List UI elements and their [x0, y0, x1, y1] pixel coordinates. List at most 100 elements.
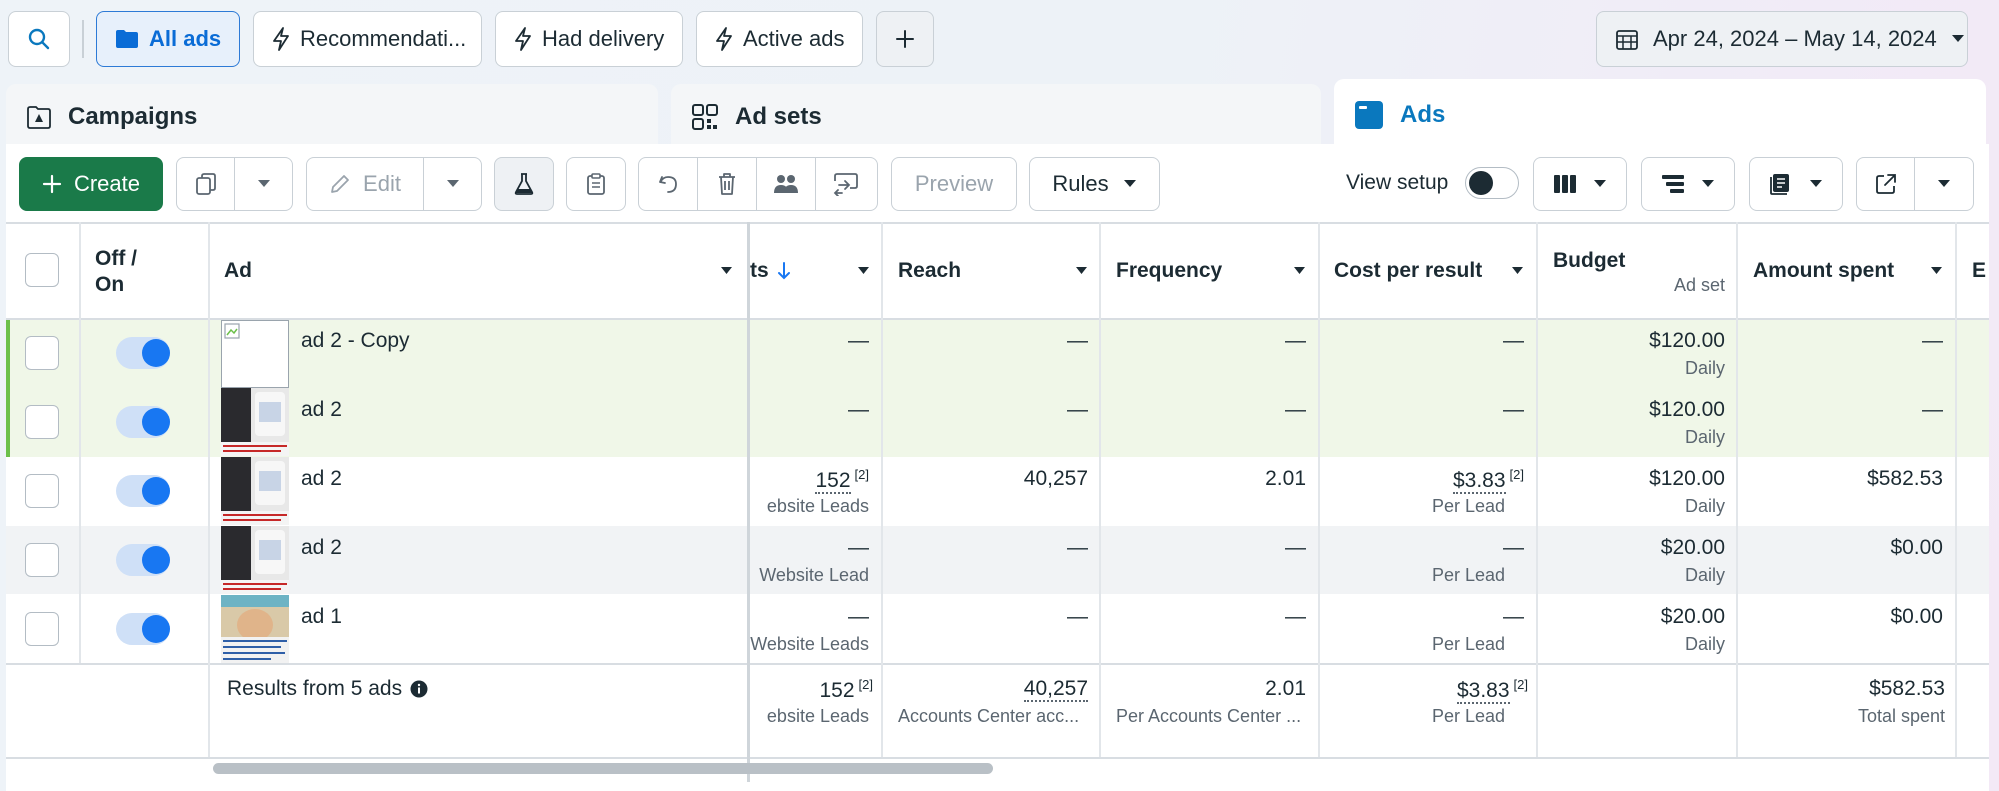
ad-thumbnail[interactable] [221, 457, 289, 525]
ad-name[interactable]: ad 2 [301, 536, 342, 559]
row-checkbox[interactable] [25, 543, 59, 577]
ad-toggle[interactable] [116, 544, 170, 576]
edit-button[interactable]: Edit [307, 158, 424, 210]
chevron-down-icon [1937, 179, 1951, 189]
cost-type: Per Lead [1431, 565, 1505, 585]
audience-button[interactable] [757, 158, 816, 210]
budget-type: Daily [1684, 634, 1725, 654]
delete-button[interactable] [698, 158, 757, 210]
undo-button[interactable] [639, 158, 698, 210]
view-setup-toggle[interactable] [1465, 167, 1519, 199]
add-filter-button[interactable] [876, 11, 934, 67]
spent-value: — [1922, 329, 1943, 352]
chevron-down-icon [1123, 179, 1137, 189]
duplicate-button[interactable] [177, 158, 235, 210]
columns-button[interactable] [1533, 157, 1627, 211]
toggle-knob [142, 546, 170, 574]
calendar-icon [1615, 27, 1639, 51]
ad-toggle[interactable] [116, 337, 170, 369]
new-rows-marker [6, 319, 10, 457]
results-number[interactable]: 152 [815, 469, 851, 494]
row-checkbox[interactable] [25, 474, 59, 508]
cost-number[interactable]: $3.83 [1452, 469, 1506, 494]
ab-test-button[interactable] [494, 157, 554, 211]
header-frequency[interactable]: Frequency [1116, 259, 1223, 282]
select-all-checkbox[interactable] [25, 253, 59, 287]
pencil-icon [329, 173, 351, 195]
create-button[interactable]: Create [19, 157, 163, 211]
ad-thumbnail[interactable] [221, 526, 289, 594]
summary-reach-number[interactable]: 40,257 [1023, 677, 1088, 702]
ad-name[interactable]: ad 2 [301, 398, 342, 421]
rules-button[interactable]: Rules [1029, 157, 1160, 211]
duplicate-icon [194, 172, 218, 196]
ad-thumbnail[interactable] [221, 595, 289, 663]
ad-toggle[interactable] [116, 406, 170, 438]
chevron-down-icon[interactable] [1075, 266, 1088, 275]
header-budget[interactable]: Budget [1553, 249, 1626, 272]
chevron-down-icon[interactable] [1293, 266, 1306, 275]
export-dropdown[interactable] [1915, 158, 1973, 210]
chevron-down-icon[interactable] [1511, 266, 1524, 275]
ad-toggle[interactable] [116, 613, 170, 645]
cost-value: — [1503, 536, 1524, 559]
tab-ads-label: Ads [1400, 100, 1446, 128]
duplicate-dropdown[interactable] [235, 158, 292, 210]
tab-ad-sets[interactable]: Ad sets [671, 84, 1321, 150]
ad-thumbnail-broken[interactable] [221, 320, 289, 388]
clipboard-button[interactable] [566, 157, 626, 211]
spent-value: $582.53 [1867, 467, 1943, 490]
toggle-knob [142, 408, 170, 436]
edit-group: Edit [306, 157, 482, 211]
summary-cost-number[interactable]: $3.83 [1456, 679, 1510, 704]
breakdown-button[interactable] [1641, 157, 1735, 211]
trash-icon [716, 172, 738, 196]
ad-name[interactable]: ad 2 [301, 467, 342, 490]
header-cost-per-result[interactable]: Cost per result [1334, 259, 1483, 282]
row-checkbox[interactable] [25, 405, 59, 439]
filter-all-ads[interactable]: All ads [96, 11, 240, 67]
tab-campaigns-label: Campaigns [68, 103, 198, 130]
reports-button[interactable] [1749, 157, 1843, 211]
search-button[interactable] [8, 11, 70, 67]
chevron-down-icon[interactable] [720, 266, 733, 275]
ad-name[interactable]: ad 1 [301, 605, 342, 628]
header-reach[interactable]: Reach [898, 259, 962, 282]
switch-button[interactable] [816, 158, 876, 210]
header-results[interactable]: ts [750, 259, 791, 283]
summary-frequency-type: Per Accounts Center ... [1116, 706, 1302, 726]
preview-button[interactable]: Preview [891, 157, 1017, 211]
chevron-down-icon [1951, 34, 1965, 44]
header-off-on: Off / On [95, 246, 137, 298]
undo-icon [657, 173, 679, 195]
ad-toggle[interactable] [116, 475, 170, 507]
filter-had-delivery[interactable]: Had delivery [495, 11, 683, 67]
folder-icon [115, 29, 139, 49]
ad-name[interactable]: ad 2 - Copy [301, 329, 410, 352]
header-ad[interactable]: Ad [224, 259, 252, 282]
reach-value: — [1067, 329, 1088, 352]
summary-spent-type: Total spent [1857, 706, 1945, 726]
export-icon [1875, 173, 1897, 195]
edit-dropdown[interactable] [424, 158, 481, 210]
export-button[interactable] [1857, 158, 1916, 210]
tab-ads[interactable]: Ads [1334, 79, 1986, 150]
col-divider [79, 222, 81, 663]
summary-label: Results from 5 ads [227, 677, 428, 701]
header-next-column[interactable]: E [1972, 259, 1987, 282]
row-checkbox[interactable] [25, 336, 59, 370]
filter-recommendations[interactable]: Recommendati... [253, 11, 482, 67]
ad-thumbnail[interactable] [221, 388, 289, 456]
chevron-down-icon[interactable] [857, 266, 870, 275]
tab-campaigns[interactable]: Campaigns [6, 84, 658, 150]
horizontal-scrollbar[interactable] [213, 763, 993, 774]
chevron-down-icon[interactable] [1930, 266, 1943, 275]
date-range-picker[interactable]: Apr 24, 2024 – May 14, 2024 [1596, 11, 1968, 67]
filter-active-ads[interactable]: Active ads [696, 11, 863, 67]
summary-cost-type: Per Lead [1431, 706, 1505, 726]
flask-icon [513, 172, 535, 196]
header-amount-spent[interactable]: Amount spent [1753, 259, 1895, 282]
row-checkbox[interactable] [25, 612, 59, 646]
rules-button-label: Rules [1052, 171, 1109, 196]
info-icon[interactable] [410, 680, 428, 698]
